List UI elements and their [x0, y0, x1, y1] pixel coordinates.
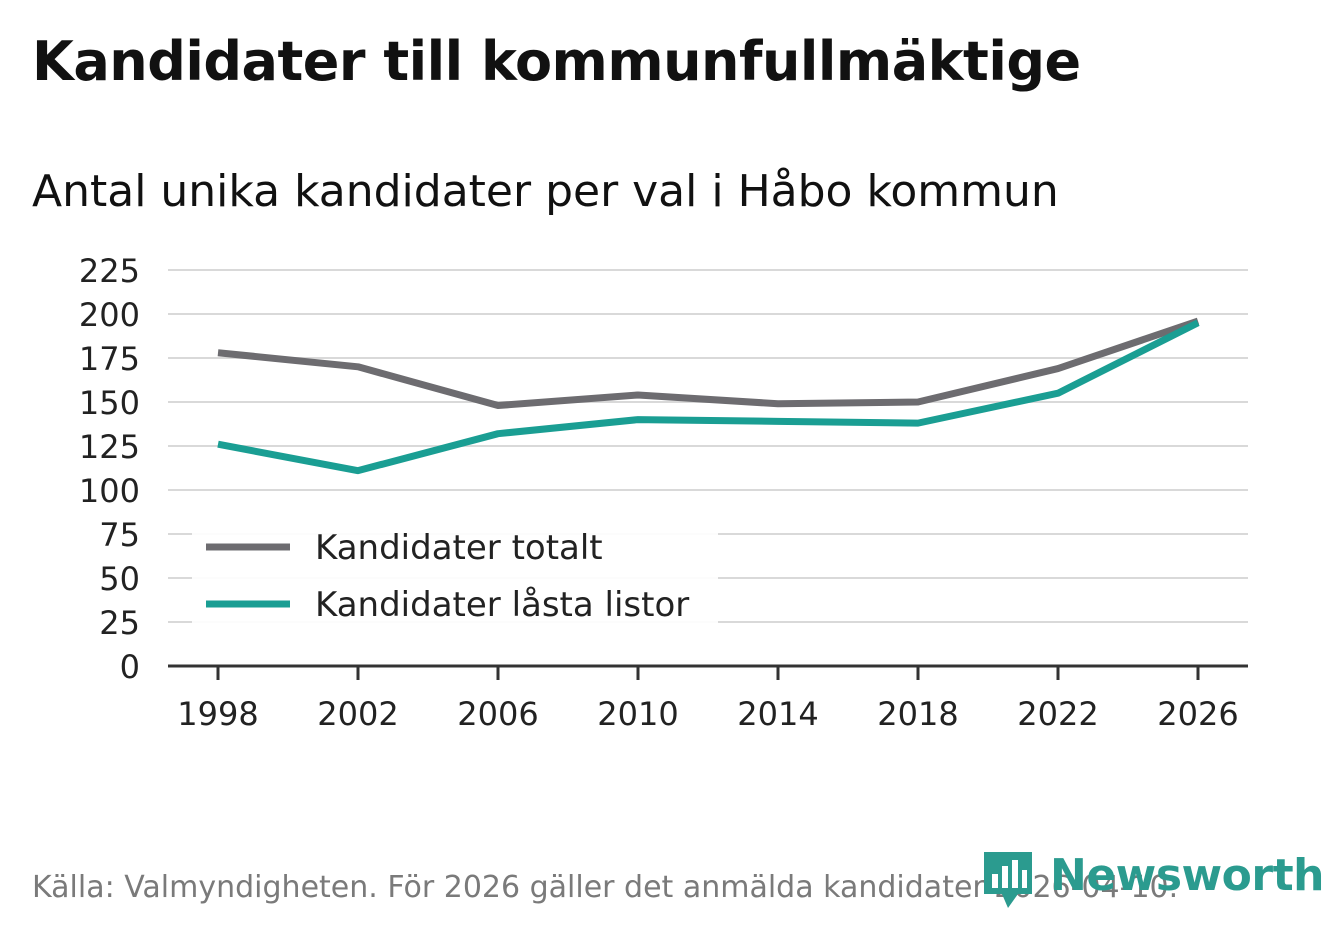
- x-tick-label: 2022: [1017, 695, 1098, 733]
- legend-background: [192, 520, 718, 628]
- y-tick-label: 75: [99, 516, 140, 554]
- y-tick-label: 100: [79, 472, 140, 510]
- y-tick-label: 0: [120, 648, 140, 686]
- chart-title: Kandidater till kommunfullmäktige: [32, 30, 1081, 93]
- y-tick-label: 25: [99, 604, 140, 642]
- legend-label: Kandidater låsta listor: [315, 585, 689, 625]
- legend-label: Kandidater totalt: [315, 528, 603, 568]
- series-line-1: [217, 317, 1200, 410]
- x-tick-label: 1998: [177, 695, 258, 733]
- y-axis-ticks: 0 25 50 75 100 125 150 175 200 225: [79, 252, 140, 686]
- y-tick-label: 175: [79, 340, 140, 378]
- legend: Kandidater totalt Kandidater låsta listor: [192, 520, 718, 628]
- y-tick-label: 50: [99, 560, 140, 598]
- newsworthy-logo-icon: [984, 852, 1032, 908]
- x-axis-ticks: 1998 2002 2006 2010 2014 2018 2022 2026: [177, 666, 1239, 733]
- series-lines: [217, 317, 1200, 475]
- x-tick-label: 2026: [1157, 695, 1238, 733]
- newsworthy-logo: Newsworthy: [982, 850, 1322, 910]
- x-tick-label: 2010: [597, 695, 678, 733]
- y-tick-label: 125: [79, 428, 140, 466]
- x-tick-label: 2006: [457, 695, 538, 733]
- x-tick-label: 2014: [737, 695, 818, 733]
- y-tick-label: 225: [79, 252, 140, 290]
- x-tick-label: 2018: [877, 695, 958, 733]
- chart-subtitle: Antal unika kandidater per val i Håbo ko…: [32, 166, 1059, 217]
- x-tick-label: 2002: [317, 695, 398, 733]
- newsworthy-logo-text: Newsworthy: [1050, 850, 1322, 901]
- y-tick-label: 200: [79, 296, 140, 334]
- series-line-2: [217, 319, 1200, 475]
- y-tick-label: 150: [79, 384, 140, 422]
